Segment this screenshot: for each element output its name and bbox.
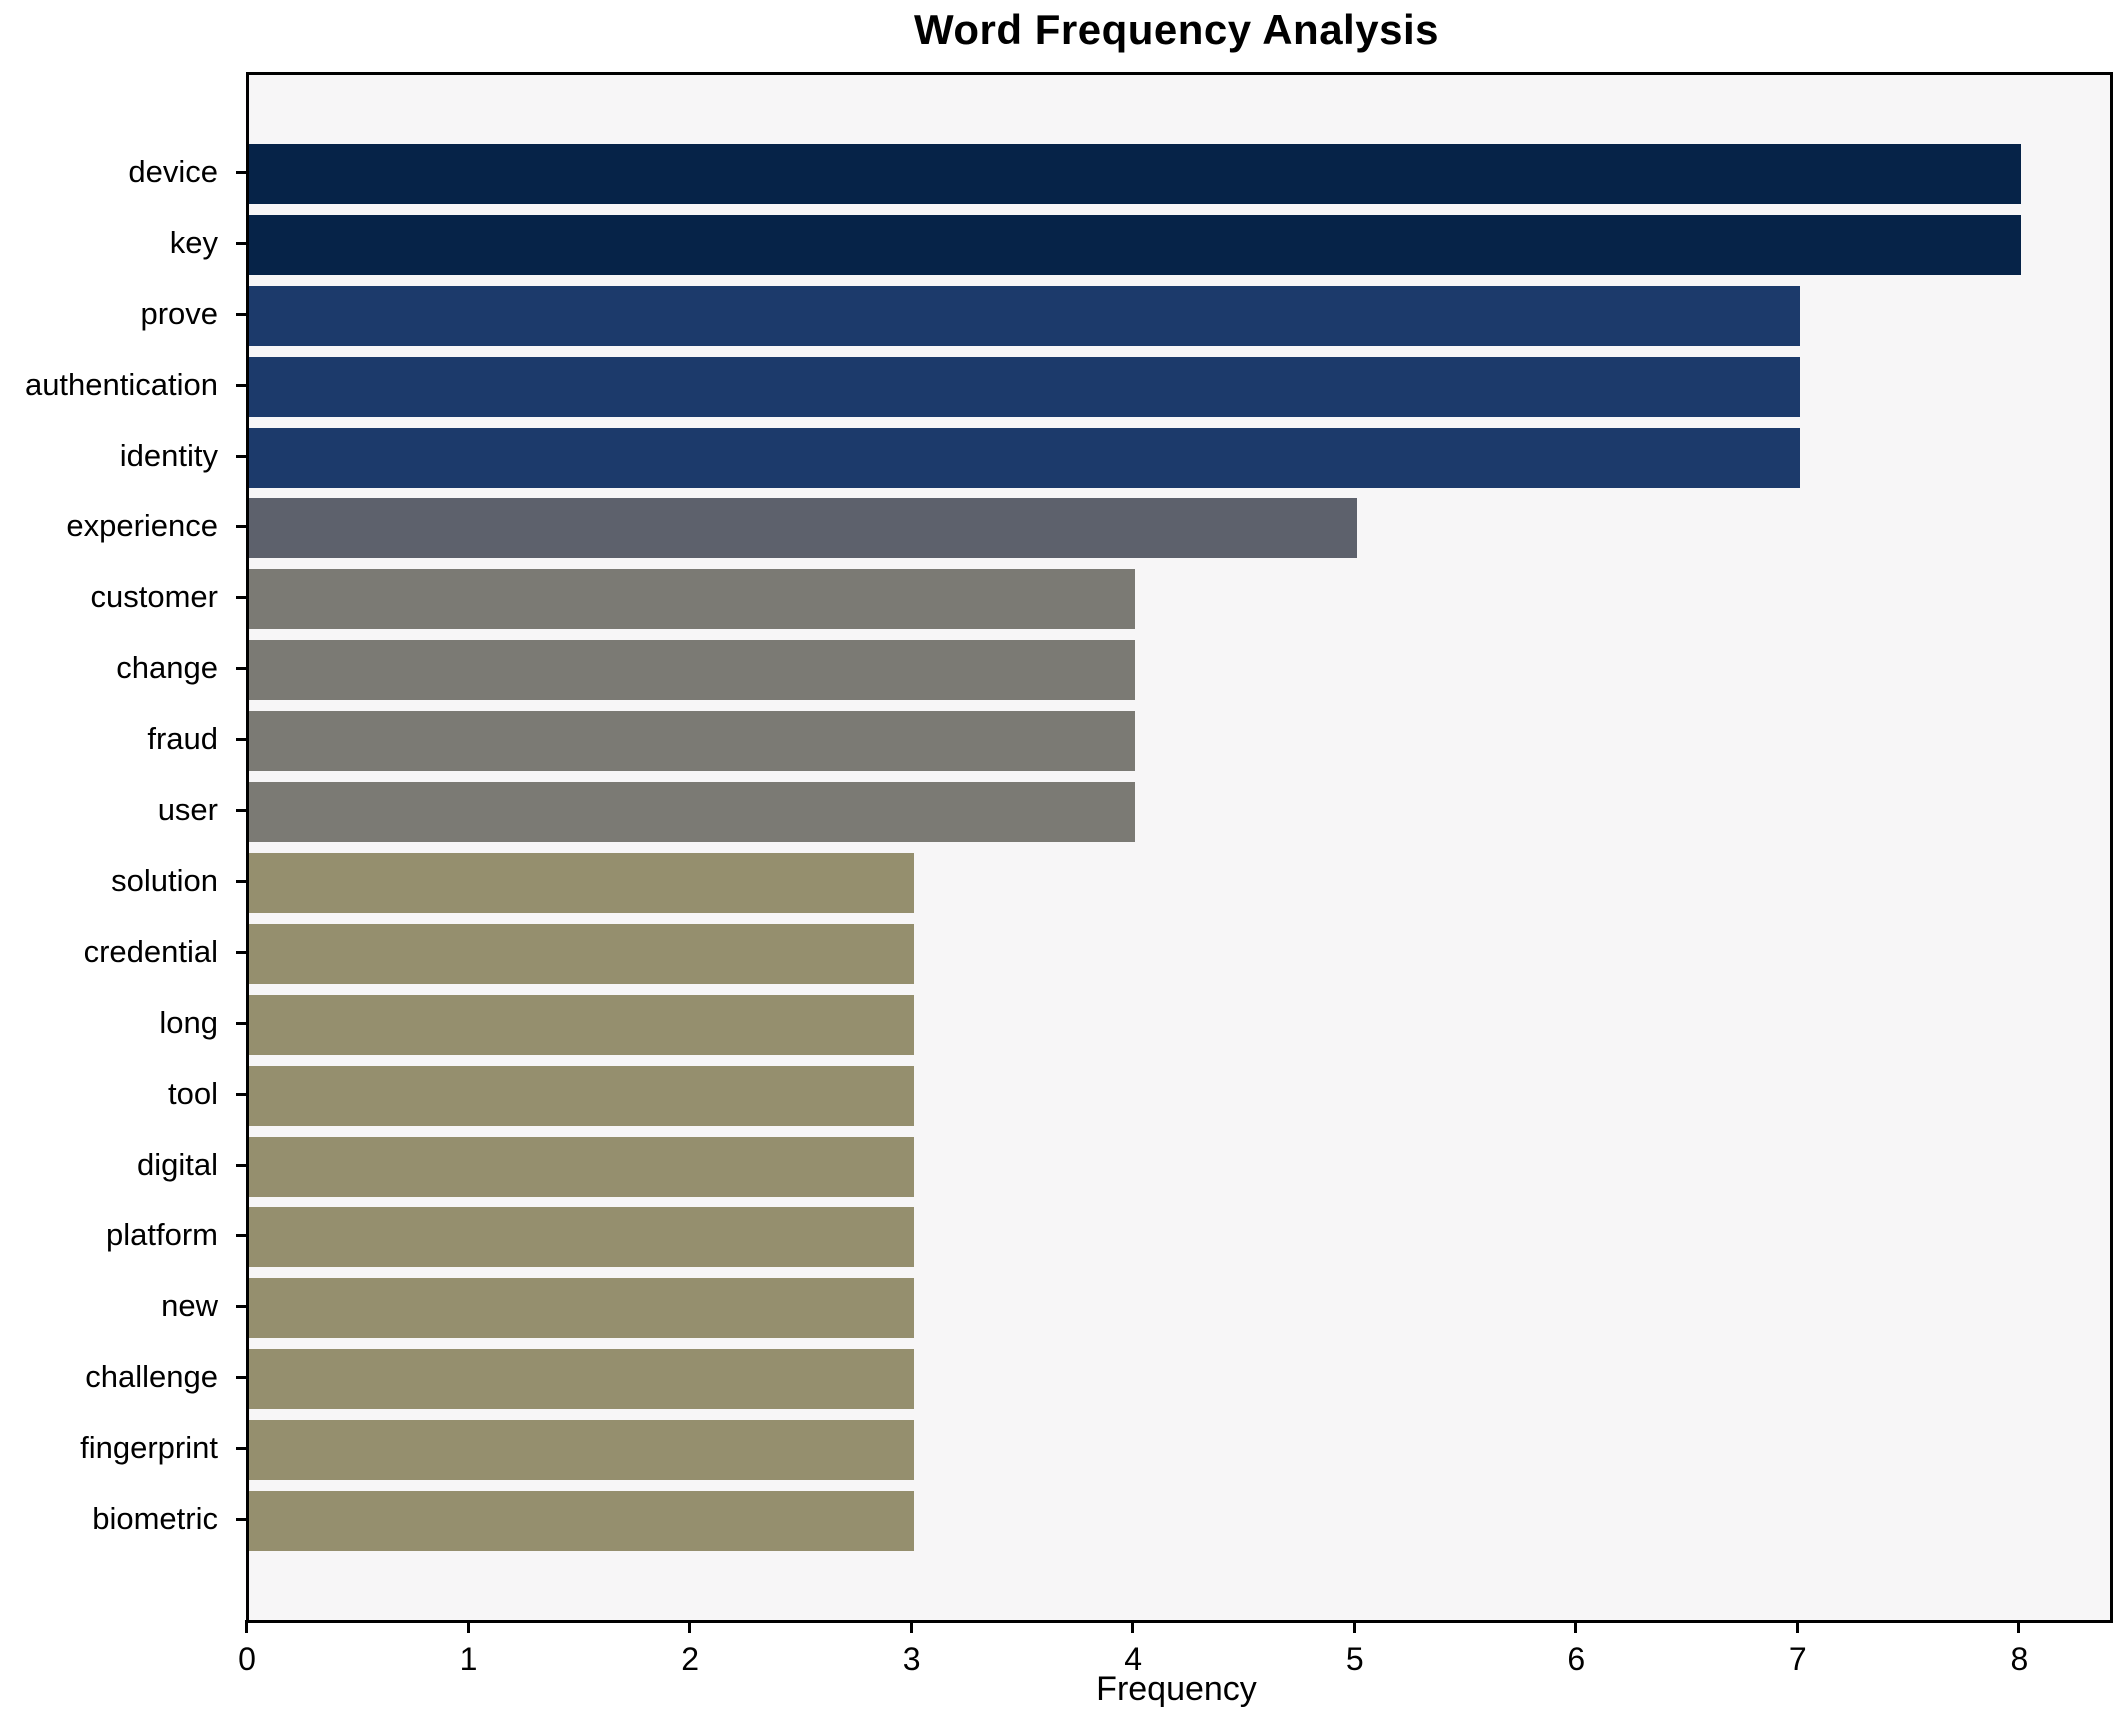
x-tick-mark	[1795, 1620, 1799, 1633]
y-tick-mark	[236, 596, 246, 600]
y-tick-label-platform: platform	[106, 1217, 218, 1253]
y-tick-label-solution: solution	[111, 862, 218, 898]
y-tick-mark	[236, 1234, 246, 1238]
y-tick-mark	[236, 1518, 246, 1521]
y-tick-mark	[236, 525, 246, 529]
x-tick-label-3: 3	[902, 1641, 921, 1677]
x-tick-label-2: 2	[681, 1641, 699, 1677]
y-tick-label-credential: credential	[83, 933, 218, 969]
y-tick-mark	[236, 1092, 246, 1096]
y-tick-mark	[236, 1163, 246, 1167]
chart-title: Word Frequency Analysis	[914, 6, 1439, 53]
x-tick-label-6: 6	[1567, 1641, 1586, 1677]
bar-key	[249, 214, 2022, 275]
y-tick-mark	[236, 1021, 246, 1025]
bar-authentication	[249, 356, 1800, 417]
x-tick-label-0: 0	[238, 1641, 256, 1677]
bar-change	[249, 640, 1136, 701]
y-tick-mark	[236, 454, 246, 458]
y-tick-mark	[236, 241, 246, 245]
y-tick-mark	[236, 1305, 246, 1309]
bar-credential	[249, 923, 914, 984]
bar-prove	[249, 285, 1800, 346]
y-tick-label-experience: experience	[66, 508, 218, 544]
y-tick-label-new: new	[161, 1288, 218, 1324]
x-tick-mark	[466, 1620, 470, 1633]
y-tick-label-device: device	[128, 154, 218, 189]
bar-digital	[249, 1136, 914, 1197]
y-tick-label-customer: customer	[90, 579, 218, 615]
y-tick-mark	[236, 809, 246, 813]
x-tick-label-8: 8	[2010, 1641, 2029, 1677]
bar-identity	[249, 427, 1800, 488]
bar-user	[249, 782, 1136, 843]
x-tick-label-7: 7	[1788, 1641, 1807, 1677]
bar-platform	[249, 1207, 914, 1268]
y-tick-label-digital: digital	[137, 1146, 218, 1182]
x-tick-label-5: 5	[1345, 1641, 1364, 1677]
y-tick-label-fingerprint: fingerprint	[80, 1430, 218, 1466]
bar-solution	[249, 852, 914, 913]
y-tick-label-key: key	[169, 224, 218, 260]
bar-long	[249, 994, 914, 1055]
x-tick-mark	[1574, 1620, 1578, 1633]
x-tick-mark	[1131, 1620, 1135, 1633]
y-tick-label-change: change	[116, 650, 218, 686]
x-tick-label-1: 1	[459, 1641, 478, 1677]
y-tick-label-fraud: fraud	[147, 721, 218, 757]
bar-challenge	[249, 1349, 914, 1410]
y-tick-mark	[236, 950, 246, 954]
y-tick-label-challenge: challenge	[85, 1359, 218, 1395]
bar-biometric	[249, 1491, 914, 1551]
y-tick-label-biometric: biometric	[92, 1501, 218, 1536]
y-tick-label-long: long	[159, 1004, 218, 1040]
bar-tool	[249, 1065, 914, 1126]
x-tick-mark	[909, 1620, 913, 1633]
x-tick-mark	[688, 1620, 692, 1633]
y-tick-mark	[236, 667, 246, 671]
bar-new	[249, 1278, 914, 1339]
y-tick-mark	[236, 171, 246, 174]
bar-fraud	[249, 711, 1136, 772]
x-axis-label: Frequency	[1096, 1670, 1257, 1708]
bar-device	[249, 144, 2022, 204]
y-tick-label-prove: prove	[140, 295, 218, 331]
bar-fingerprint	[249, 1420, 914, 1481]
plot-area	[246, 72, 2113, 1623]
x-tick-mark	[2017, 1620, 2021, 1633]
y-tick-mark	[236, 738, 246, 742]
y-tick-label-user: user	[157, 792, 218, 828]
y-tick-mark	[236, 879, 246, 883]
y-tick-mark	[236, 1447, 246, 1451]
x-tick-label-4: 4	[1124, 1641, 1143, 1677]
y-tick-label-tool: tool	[168, 1075, 218, 1111]
y-tick-mark	[236, 312, 246, 316]
x-tick-mark	[245, 1620, 248, 1633]
y-tick-mark	[236, 383, 246, 387]
y-tick-label-identity: identity	[119, 437, 218, 473]
y-tick-mark	[236, 1376, 246, 1380]
y-tick-label-authentication: authentication	[24, 366, 218, 402]
bar-experience	[249, 498, 1357, 559]
x-tick-mark	[1352, 1620, 1356, 1633]
bar-customer	[249, 569, 1136, 630]
